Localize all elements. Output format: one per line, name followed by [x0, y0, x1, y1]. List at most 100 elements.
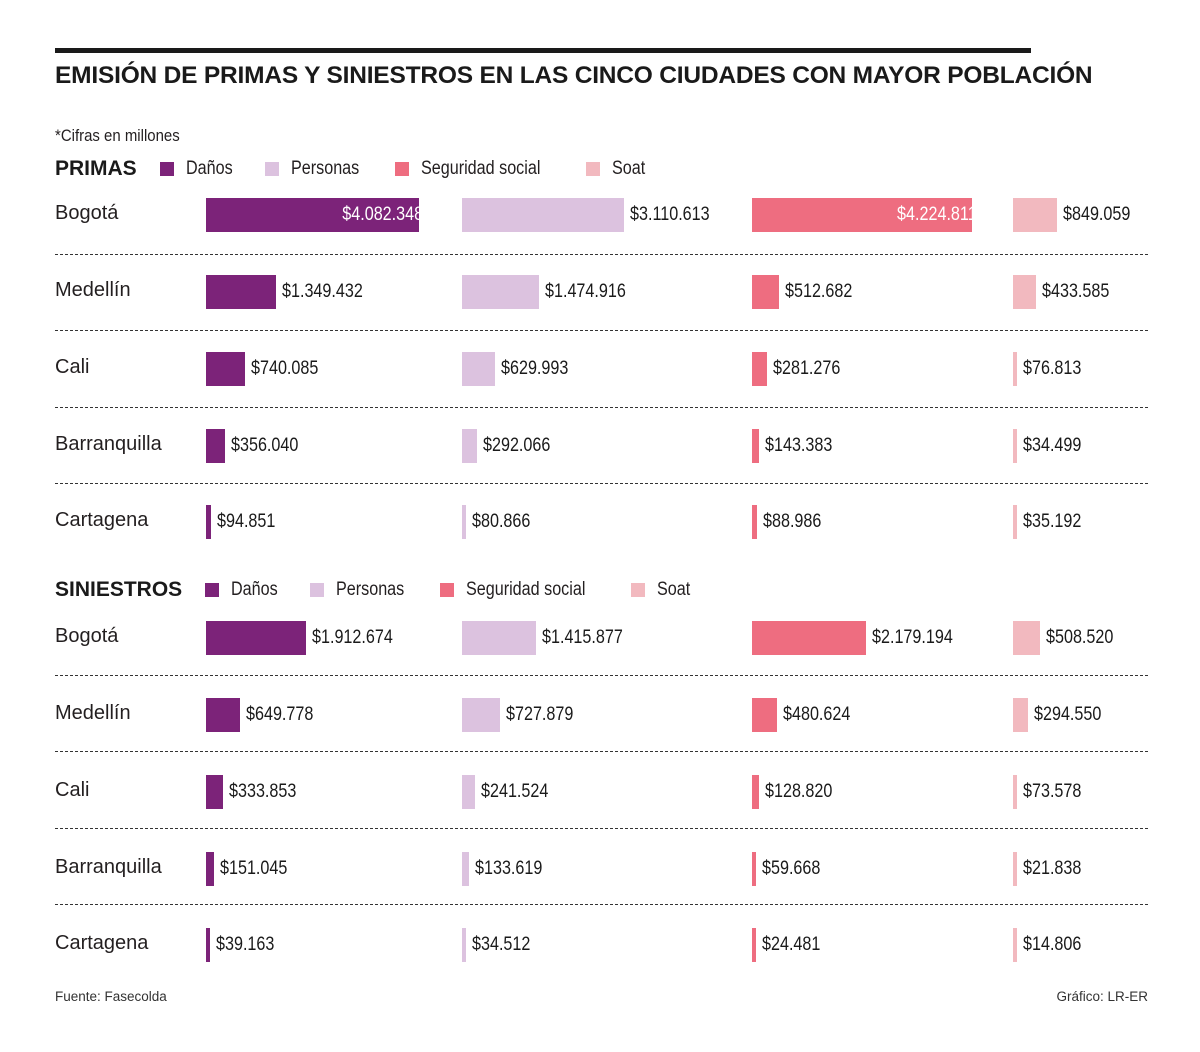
primas-city-label: Medellín	[55, 279, 131, 301]
primas-value-label: $512.682	[784, 281, 853, 302]
siniestros-row-separator	[55, 675, 1148, 676]
siniestros-bar-seguridad-social	[752, 775, 759, 809]
siniestros-legend-danos: Daños	[205, 579, 286, 601]
siniestros-city-label: Medellín	[55, 702, 131, 724]
chart-title: EMISIÓN DE PRIMAS Y SINIESTROS EN LAS CI…	[55, 62, 1093, 89]
primas-bar-personas	[462, 352, 495, 386]
siniestros-bar-personas	[462, 621, 536, 655]
siniestros-legend-label-seguridad-social: Seguridad social	[466, 579, 586, 600]
primas-value-label: $76.813	[1023, 358, 1082, 379]
siniestros-value-label: $24.481	[762, 934, 821, 955]
primas-city-label: Cali	[55, 356, 90, 378]
siniestros-bar-danos	[206, 775, 224, 809]
siniestros-value-label: $294.550	[1034, 704, 1102, 725]
siniestros-value-label: $34.512	[472, 934, 531, 955]
siniestros-value-label: $14.806	[1023, 934, 1082, 955]
siniestros-value-label: $133.619	[474, 858, 543, 879]
primas-bar-soat	[1013, 198, 1058, 232]
primas-legend-label-personas: Personas	[290, 158, 360, 179]
siniestros-bar-soat	[1013, 775, 1017, 809]
siniestros-bar-personas	[462, 852, 469, 886]
primas-legend-label-soat: Soat	[611, 158, 645, 179]
siniestros-value-label: $151.045	[219, 858, 288, 879]
siniestros-header: SINIESTROS Daños Personas Seguridad social S…	[55, 577, 720, 603]
primas-value-label: $1.474.916	[544, 281, 626, 302]
primas-value-label: $292.066	[483, 435, 551, 456]
primas-bar-seguridad-social	[752, 352, 767, 386]
siniestros-value-label: $508.520	[1045, 627, 1113, 648]
siniestros-legend-label-danos: Daños	[231, 579, 278, 600]
primas-bar-soat	[1013, 505, 1017, 539]
primas-bar-seguridad-social	[752, 275, 779, 309]
siniestros-value-label: $727.879	[505, 704, 574, 725]
primas-value-label: $4.224.811	[896, 204, 977, 225]
siniestros-row-separator	[55, 751, 1148, 752]
primas-bar-soat	[1013, 352, 1017, 386]
siniestros-value-label: $2.179.194	[871, 627, 953, 648]
primas-bar-danos	[206, 198, 419, 232]
primas-value-label: $4.082.348	[342, 204, 424, 225]
siniestros-value-label: $1.415.877	[541, 627, 623, 648]
siniestros-value-label: $128.820	[764, 781, 833, 802]
siniestros-legend-seguridad-social: Seguridad social	[440, 579, 606, 601]
primas-value-label: $3.110.613	[630, 204, 710, 225]
siniestros-value-label: $1.912.674	[311, 627, 393, 648]
siniestros-section-label: SINIESTROS	[55, 578, 183, 601]
siniestros-value-label: $480.624	[783, 704, 851, 725]
siniestros-bar-soat	[1013, 698, 1029, 732]
siniestros-legend-swatch-soat	[630, 583, 645, 597]
primas-bar-soat	[1013, 429, 1017, 463]
primas-bar-seguridad-social	[752, 505, 757, 539]
primas-legend-swatch-personas	[264, 162, 279, 176]
primas-bar-personas	[462, 198, 625, 232]
siniestros-value-label: $333.853	[229, 781, 297, 802]
title-rule	[55, 48, 1031, 53]
primas-value-label: $80.866	[472, 511, 531, 532]
primas-row-separator	[55, 483, 1148, 484]
primas-city-label: Bogotá	[55, 202, 119, 224]
primas-bar-danos	[206, 275, 277, 309]
primas-value-label: $849.059	[1063, 204, 1131, 225]
siniestros-bar-danos	[206, 621, 306, 655]
siniestros-legend-swatch-seguridad-social	[440, 583, 455, 597]
primas-legend-danos: Daños	[160, 158, 241, 180]
primas-bar-personas	[462, 505, 467, 539]
siniestros-value-label: $39.163	[216, 934, 275, 955]
siniestros-value-label: $241.524	[480, 781, 548, 802]
primas-bar-danos	[206, 352, 245, 386]
siniestros-bar-personas	[462, 698, 500, 732]
primas-section-label: PRIMAS	[55, 157, 137, 180]
primas-value-label: $629.993	[500, 358, 569, 379]
primas-bar-danos	[206, 505, 211, 539]
siniestros-legend-swatch-danos	[205, 583, 219, 597]
primas-value-label: $356.040	[230, 435, 298, 456]
siniestros-bar-seguridad-social	[752, 928, 756, 962]
units-note: *Cifras en millones	[55, 126, 180, 145]
siniestros-city-label: Cali	[55, 779, 90, 801]
siniestros-bar-personas	[462, 775, 475, 809]
siniestros-bar-danos	[206, 852, 214, 886]
primas-bar-personas	[462, 429, 478, 463]
source-note: Fuente: Fasecolda	[55, 989, 167, 1004]
primas-bar-soat	[1013, 275, 1036, 309]
primas-city-label: Barranquilla	[55, 433, 162, 455]
primas-row-separator	[55, 330, 1148, 331]
siniestros-value-label: $21.838	[1023, 858, 1082, 879]
primas-legend-swatch-danos	[160, 162, 174, 176]
siniestros-bar-danos	[206, 698, 240, 732]
siniestros-city-label: Cartagena	[55, 932, 149, 954]
siniestros-legend-personas: Personas	[309, 579, 416, 601]
primas-row-separator	[55, 254, 1148, 255]
primas-legend-swatch-seguridad-social	[395, 162, 410, 176]
siniestros-legend-label-soat: Soat	[656, 579, 690, 600]
primas-value-label: $94.851	[216, 511, 276, 532]
primas-bar-personas	[462, 275, 539, 309]
siniestros-legend-label-personas: Personas	[335, 579, 405, 600]
siniestros-row-separator	[55, 828, 1148, 829]
siniestros-row-separator	[55, 904, 1148, 905]
primas-legend-label-seguridad-social: Seguridad social	[421, 158, 541, 179]
siniestros-value-label: $73.578	[1023, 781, 1082, 802]
siniestros-city-label: Bogotá	[55, 625, 119, 647]
siniestros-value-label: $649.778	[245, 704, 314, 725]
siniestros-bar-seguridad-social	[752, 698, 778, 732]
